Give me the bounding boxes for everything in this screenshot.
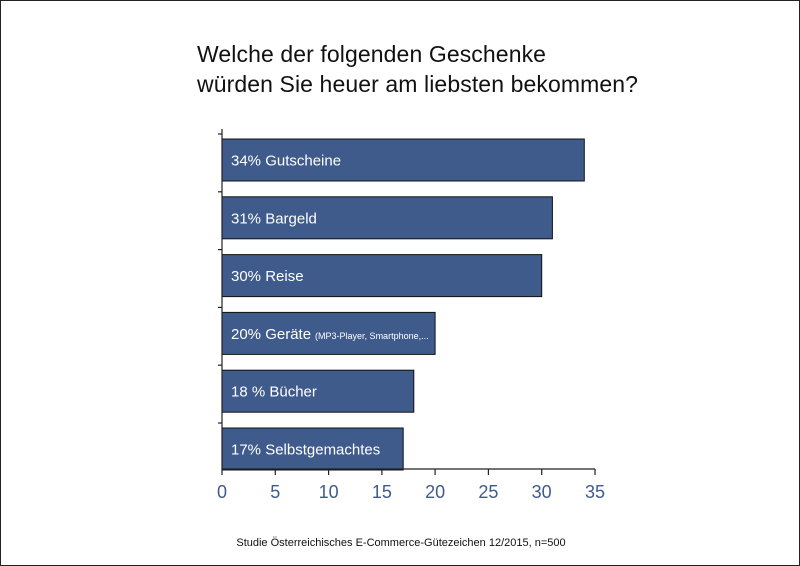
x-tick-label-3: 15 [372,482,392,502]
x-tick-label-0: 0 [217,482,227,502]
x-tick-label-4: 20 [425,482,445,502]
bar-label-3: 20% Geräte (MP3-Player, Smartphone,... [231,326,429,343]
bar-2 [221,254,543,298]
bar-label-1: 31% Bargeld [231,210,317,227]
source-note: Studie Österreichisches E-Commerce-Gütez… [236,537,566,549]
bar-label-0: 34% Gutscheine [231,153,341,170]
bar-4 [221,369,415,413]
chart-title-line-2: würden Sie heuer am liebsten bekommen? [197,71,639,97]
x-tick-label-1: 5 [270,482,280,502]
x-tick-label-5: 25 [478,482,498,502]
bar-label-4: 18 % Bücher [231,384,317,401]
bar-0 [221,138,585,182]
chart-title-line-1: Welche der folgenden Geschenke [197,41,547,67]
x-tick-label-2: 10 [319,482,339,502]
bar-label-2: 30% Reise [231,268,304,285]
x-tick-label-6: 30 [532,482,552,502]
bar-3 [221,311,436,355]
chart-title: Welche der folgenden Geschenke würden Si… [197,39,777,99]
x-tick-label-7: 35 [585,482,605,502]
bar-label-5: 17% Selbstgemachtes [231,442,380,459]
bar-5 [221,427,404,471]
